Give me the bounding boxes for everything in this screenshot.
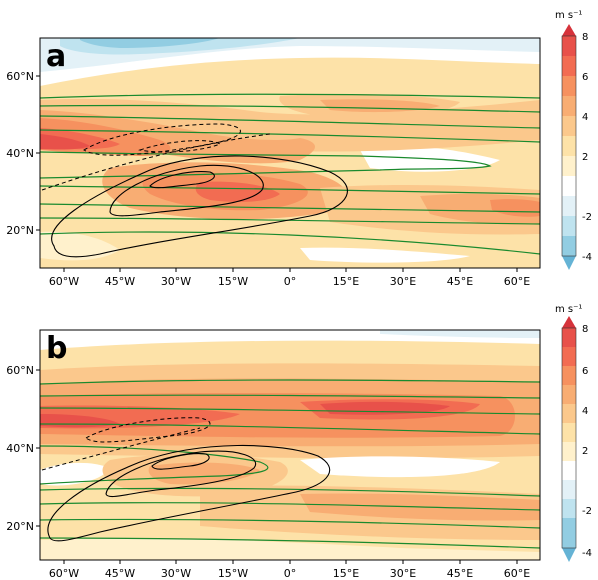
axis-b-ticks: [36, 369, 518, 564]
colorbar-tick: 8: [582, 32, 588, 43]
colorbar-tick: 8: [582, 324, 588, 335]
shading-a-sw-white: [300, 247, 470, 263]
green-contours-b: [40, 379, 540, 549]
lat-label: 40°N: [6, 442, 34, 455]
black-dashed-contours-b: [41, 417, 211, 471]
shading-b-north-blue: [380, 330, 540, 338]
solid-contour: [47, 444, 331, 542]
dashed-contour: [41, 427, 201, 471]
lon-label: 0°: [284, 275, 297, 288]
shading-a-core3: [195, 181, 280, 202]
lon-labels-b: 60°W 45°W 30°W 15°W 0° 15°E 30°E 45°E 60…: [49, 567, 530, 580]
lon-label: 60°W: [49, 567, 79, 580]
colorbar-tick: 4: [582, 406, 588, 417]
green-contour: [40, 93, 540, 99]
colorbar-tick: -2: [582, 212, 592, 223]
shading-a-band5: [40, 134, 90, 150]
colorbar-b: m s⁻¹ 8 6 4 2 -2 -4: [555, 304, 592, 562]
lat-label: 40°N: [6, 147, 34, 160]
lon-label: 0°: [284, 567, 297, 580]
shading-b-gap-mid: [300, 456, 500, 478]
solid-contour: [109, 164, 264, 217]
colorbar-tick: 6: [582, 366, 588, 377]
map-a: [40, 38, 540, 268]
lon-label: 15°W: [218, 275, 248, 288]
green-contour: [40, 407, 540, 415]
panel-letter-a: a: [46, 39, 66, 74]
shading-a-gap-sw: [40, 231, 120, 261]
green-contour: [40, 115, 540, 129]
black-dashed-contours-a: [41, 123, 271, 191]
lat-label: 20°N: [6, 520, 34, 533]
shading-b-south-white: [40, 538, 540, 560]
green-contour: [40, 203, 540, 213]
lat-labels-b: 60°N 40°N 20°N: [6, 364, 34, 533]
colorbar-tick: 2: [582, 446, 588, 457]
lon-labels-a: 60°W 45°W 30°W 15°W 0° 15°E 30°E 45°E 60…: [49, 275, 530, 288]
lon-label: 30°W: [161, 567, 191, 580]
lon-label: 60°E: [504, 275, 530, 288]
lon-label: 15°E: [333, 567, 359, 580]
green-contour: [40, 502, 540, 511]
lon-label: 60°W: [49, 275, 79, 288]
lat-labels-a: 60°N 40°N 20°N: [6, 70, 34, 237]
lon-label: 45°W: [105, 567, 135, 580]
lon-label: 45°E: [447, 567, 473, 580]
lat-label: 60°N: [6, 364, 34, 377]
shading-b-gap-w: [40, 462, 110, 486]
green-contour: [40, 423, 540, 435]
green-contour: [40, 185, 540, 195]
map-b: [40, 330, 540, 560]
green-contour: [40, 518, 540, 529]
colorbar-tick: -4: [582, 252, 592, 263]
lon-label: 30°E: [390, 275, 416, 288]
lon-label: 45°W: [105, 275, 135, 288]
solid-contour: [51, 155, 348, 258]
colorbar-tick: 2: [582, 152, 588, 163]
green-contour: [40, 537, 540, 549]
lon-label: 30°E: [390, 567, 416, 580]
axis-a-ticks: [36, 75, 518, 272]
shading-a-band2: [40, 110, 315, 164]
colorbar-top-arrow: [562, 316, 576, 328]
green-contour: [40, 394, 540, 399]
green-contour: [40, 129, 540, 143]
colorbar-top-arrow: [562, 24, 576, 36]
black-solid-contours-b: [47, 444, 331, 542]
colorbar-tick: 6: [582, 72, 588, 83]
lon-label: 15°W: [218, 567, 248, 580]
green-contour: [40, 379, 540, 385]
solid-contour: [151, 453, 210, 470]
colorbar-a: m s⁻¹ 8 6 4 2 -2 -4: [555, 10, 592, 270]
colorbar-bottom-arrow: [562, 256, 576, 270]
lon-label: 45°E: [447, 275, 473, 288]
dashed-contour: [138, 140, 222, 153]
shading-a-neg3: [80, 38, 220, 48]
lon-label: 30°W: [161, 275, 191, 288]
green-contour: [40, 151, 492, 179]
solid-contour: [105, 450, 257, 498]
dashed-contour: [41, 133, 271, 191]
green-contours-a: [40, 93, 540, 255]
green-contour: [40, 231, 540, 255]
dashed-contour: [83, 123, 241, 156]
colorbar-unit: m s⁻¹: [555, 304, 582, 315]
lon-label: 15°E: [333, 275, 359, 288]
lat-label: 20°N: [6, 224, 34, 237]
panel-letter-b: b: [46, 331, 67, 366]
colorbar-tick: -2: [582, 506, 592, 517]
dashed-contour: [85, 417, 211, 443]
green-contour: [40, 487, 540, 497]
colorbar-tick: -4: [582, 548, 592, 559]
colorbar-unit: m s⁻¹: [555, 10, 582, 21]
green-contour: [40, 445, 269, 485]
colorbar-tick: 4: [582, 112, 588, 123]
colorbar-bottom-arrow: [562, 548, 576, 562]
lon-label: 60°E: [504, 567, 530, 580]
solid-contour: [149, 171, 215, 189]
green-contour: [40, 104, 540, 113]
black-solid-contours-a: [51, 155, 348, 258]
lat-label: 60°N: [6, 70, 34, 83]
